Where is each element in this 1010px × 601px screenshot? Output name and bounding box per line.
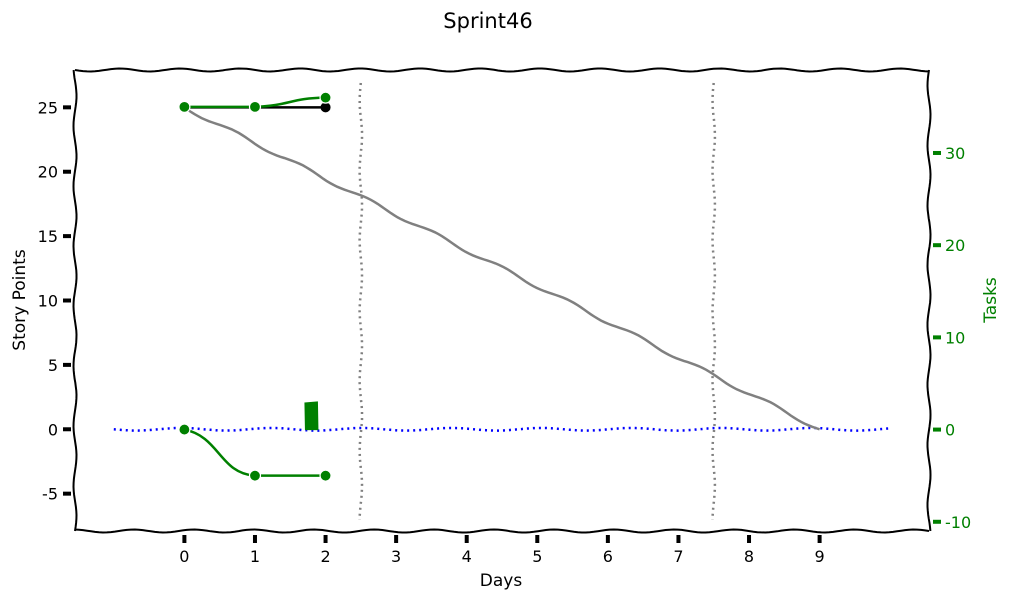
- x-tick-label-4: 4: [462, 547, 472, 566]
- tasks-removed-point-1: [248, 469, 262, 482]
- y-tick-label-6: -5: [42, 485, 58, 504]
- zero-line: [113, 426, 891, 432]
- y2-ticks: 30 20 10 0 -10: [933, 144, 971, 532]
- y-ticks: 25 20 15 10 5 0 -5: [38, 98, 71, 504]
- x-tick-label-3: 3: [391, 547, 401, 566]
- x-tick-label-9: 9: [815, 547, 825, 566]
- y2-tick-label-2: 10: [945, 328, 965, 347]
- y-tick-label-3: 10: [38, 292, 58, 311]
- y2-tick-label-1: 20: [945, 236, 965, 255]
- y2-tick-label-4: -10: [945, 513, 971, 532]
- y-tick-label-5: 0: [48, 420, 58, 439]
- y2-tick-label-0: 30: [945, 144, 965, 163]
- y2-tick-label-3: 0: [945, 421, 955, 440]
- y-tick-label-2: 15: [38, 227, 58, 246]
- x-ticks: 0 1 2 3 4 5 6 7 8 9: [179, 535, 825, 566]
- ideal-burndown-line: [183, 106, 820, 431]
- tasks-removed-line: [184, 428, 326, 477]
- sprint-marker-0: [358, 82, 364, 521]
- tasks-total-point-2: [319, 91, 332, 104]
- x-axis-label: Days: [480, 571, 523, 591]
- tasks-total-point-1: [248, 100, 262, 113]
- y-tick-label-4: 5: [48, 356, 58, 375]
- y-tick-label-1: 20: [38, 163, 58, 182]
- story-points-point-2: [320, 102, 331, 113]
- tasks-removed-point-2: [319, 469, 332, 482]
- x-tick-label-8: 8: [744, 547, 754, 566]
- y-tick-label-0: 25: [38, 98, 58, 117]
- x-tick-label-1: 1: [250, 547, 260, 566]
- y2-axis-label: Tasks: [981, 277, 1001, 324]
- plot-marks: [113, 82, 891, 521]
- sprint-marker-1: [711, 82, 717, 521]
- tasks-removed-point-0: [178, 423, 191, 436]
- plot-frame: [72, 67, 932, 534]
- x-tick-label-2: 2: [320, 547, 330, 566]
- tasks-total-point-0: [178, 100, 191, 113]
- y-axis-label: Story Points: [10, 249, 30, 351]
- x-tick-label-0: 0: [179, 547, 189, 566]
- x-tick-label-5: 5: [532, 547, 542, 566]
- chart-title: Sprint46: [443, 9, 532, 33]
- x-tick-label-6: 6: [603, 547, 613, 566]
- tasks-today-bar: [304, 401, 319, 431]
- x-tick-label-7: 7: [673, 547, 683, 566]
